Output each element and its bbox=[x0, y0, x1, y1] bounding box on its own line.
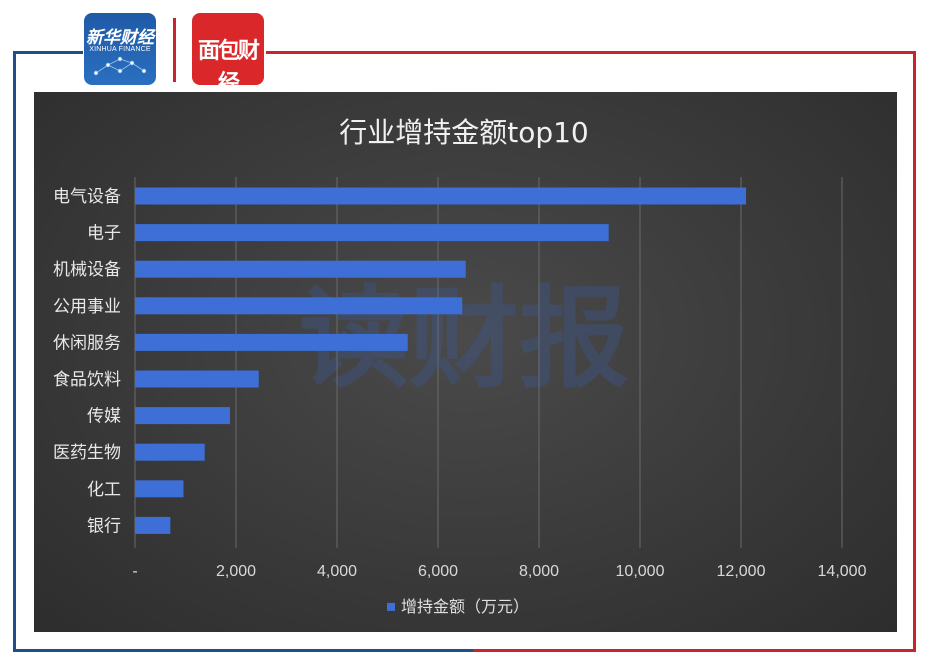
category-label: 食品饮料 bbox=[53, 370, 121, 390]
category-label: 化工 bbox=[87, 480, 121, 500]
bar bbox=[135, 224, 609, 242]
logo-divider bbox=[173, 18, 176, 82]
legend-swatch bbox=[387, 602, 395, 611]
bar bbox=[135, 260, 466, 278]
x-tick-label: 4,000 bbox=[317, 563, 357, 580]
category-label: 银行 bbox=[87, 516, 121, 536]
frame-left-blue bbox=[13, 51, 16, 651]
bar bbox=[135, 333, 408, 351]
bar bbox=[135, 480, 184, 498]
chart-panel: 读财报 行业增持金额top10 电气设备 电子 机械设备 公用事业 休闲服务 食品饮料 传媒… bbox=[34, 92, 897, 632]
category-label: 休闲服务 bbox=[53, 333, 121, 353]
category-label: 公用事业 bbox=[53, 297, 121, 317]
bar bbox=[135, 516, 171, 534]
bar bbox=[135, 370, 259, 388]
x-tick-label: 14,000 bbox=[818, 563, 867, 580]
xinhua-logo-line1: 新华财经 bbox=[86, 28, 154, 48]
frame-top-left-blue bbox=[13, 51, 83, 54]
bar-chart: 读财报 行业增持金额top10 电气设备电子机械设备公用事业休闲服务食品饮料传媒… bbox=[53, 116, 867, 616]
category-label: 电子 bbox=[87, 224, 121, 244]
bar bbox=[135, 297, 463, 315]
legend-label: 增持金额（万元） bbox=[401, 597, 529, 616]
bar bbox=[135, 443, 205, 461]
bar bbox=[135, 187, 747, 205]
frame-right-red bbox=[913, 51, 916, 651]
legend: 增持金额（万元） bbox=[387, 597, 529, 616]
category-label: 电气设备 bbox=[53, 187, 121, 207]
x-tick-label: - bbox=[132, 563, 137, 580]
category-label: 机械设备 bbox=[53, 260, 121, 280]
category-label: 医药生物 bbox=[53, 443, 121, 463]
network-dots-icon bbox=[93, 56, 147, 76]
mianbao-finance-logo: 面包财经 bbox=[192, 13, 264, 85]
x-tick-labels: - 2,000 4,000 6,000 8,000 10,000 12,000 14,000 bbox=[132, 563, 866, 580]
bar bbox=[135, 407, 230, 425]
frame-top-right-red bbox=[266, 51, 916, 54]
x-tick-label: 6,000 bbox=[418, 563, 458, 580]
xinhua-finance-logo: 新华财经 XINHUA FINANCE bbox=[84, 13, 156, 85]
mianbao-logo-text: 面包财经 bbox=[197, 39, 260, 85]
x-tick-label: 8,000 bbox=[519, 563, 559, 580]
x-tick-label: 12,000 bbox=[717, 563, 766, 580]
x-tick-label: 2,000 bbox=[216, 563, 256, 580]
category-label: 传媒 bbox=[87, 407, 121, 427]
xinhua-logo-line2: XINHUA FINANCE bbox=[89, 46, 151, 53]
x-tick-label: 10,000 bbox=[616, 563, 665, 580]
chart-title: 行业增持金额top10 bbox=[339, 116, 589, 149]
frame-bottom-blue bbox=[13, 649, 473, 652]
bars bbox=[135, 187, 747, 534]
frame-bottom-red bbox=[473, 649, 916, 652]
